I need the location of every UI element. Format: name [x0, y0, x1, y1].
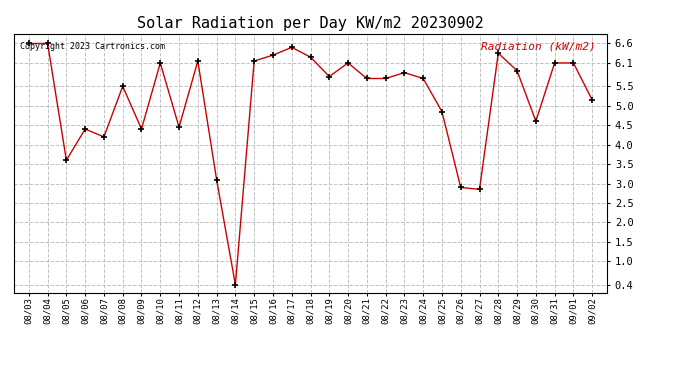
Title: Solar Radiation per Day KW/m2 20230902: Solar Radiation per Day KW/m2 20230902: [137, 16, 484, 31]
Text: Radiation (kW/m2): Radiation (kW/m2): [480, 42, 595, 51]
Text: Copyright 2023 Cartronics.com: Copyright 2023 Cartronics.com: [20, 42, 165, 51]
